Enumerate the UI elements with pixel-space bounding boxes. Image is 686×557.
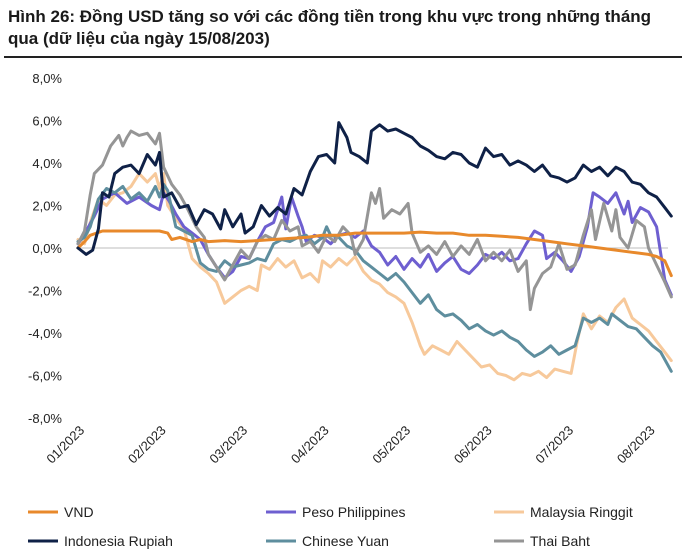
series-lines: [76, 121, 673, 382]
y-tick-label: 2,0%: [32, 199, 62, 214]
y-tick-label: 8,0%: [32, 71, 62, 86]
series-line-chinese-yuan: [76, 182, 673, 373]
y-tick-label: -6,0%: [28, 369, 62, 384]
series-line-thai-baht: [76, 129, 673, 312]
y-tick-label: 6,0%: [32, 114, 62, 129]
y-tick-label: -2,0%: [28, 284, 62, 299]
y-tick-label: -8,0%: [28, 411, 62, 426]
y-tick-label: 0,0%: [32, 241, 62, 256]
legend: VND Peso Philippines Malaysia Ringgit Indon…: [28, 504, 633, 549]
legend-label-peso-philippines: Peso Philippines: [302, 504, 406, 520]
legend-label-malaysia-ringgit: Malaysia Ringgit: [530, 504, 633, 520]
x-tick-label: 08/2023: [614, 423, 658, 467]
x-tick-label: 02/2023: [125, 423, 169, 467]
x-tick-label: 06/2023: [451, 423, 495, 467]
title-divider: [4, 56, 682, 58]
y-tick-label: -4,0%: [28, 326, 62, 341]
legend-label-chinese-yuan: Chinese Yuan: [302, 533, 389, 549]
x-tick-label: 04/2023: [288, 423, 332, 467]
series-line-indonesia-rupiah: [76, 121, 673, 256]
y-tick-label: 4,0%: [32, 156, 62, 171]
legend-label-thai-baht: Thai Baht: [530, 533, 590, 549]
series-line-vnd: [76, 229, 673, 278]
legend-label-indonesia-rupiah: Indonesia Rupiah: [64, 533, 173, 549]
legend-label-vnd: VND: [64, 504, 94, 520]
x-tick-label: 01/2023: [43, 423, 87, 467]
x-tick-label: 05/2023: [369, 423, 413, 467]
x-tick-label: 07/2023: [532, 423, 576, 467]
x-tick-label: 03/2023: [206, 423, 250, 467]
chart-title: Hình 26: Đồng USD tăng so với các đồng t…: [8, 7, 652, 48]
